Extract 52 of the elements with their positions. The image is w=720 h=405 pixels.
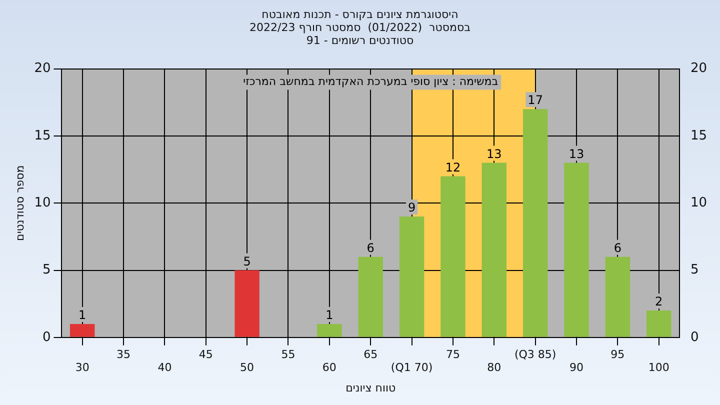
y-tick-label: 15: [34, 128, 51, 144]
x-tick-label: 50: [240, 361, 254, 374]
bar: [482, 162, 506, 337]
bar: [399, 216, 424, 337]
data-label: 13: [568, 146, 584, 161]
chart-title: היסטוגרמת ציונים בקורס - תכנות מאובטח: [260, 8, 460, 21]
y2-tick-label: 0: [690, 330, 699, 345]
y2-tick-label: 5: [690, 262, 699, 278]
data-label: 5: [243, 254, 251, 268]
y2-tick-label: 20: [690, 61, 708, 76]
data-label: 12: [445, 160, 461, 174]
x-tick-label: (Q3 85): [514, 348, 556, 361]
data-label: 6: [366, 240, 374, 255]
x-tick-label: 75: [446, 348, 460, 361]
bar: [317, 324, 342, 337]
bar: [564, 162, 589, 337]
x-tick-label: 30: [75, 361, 90, 374]
data-label: 1: [326, 308, 334, 322]
x-tick-label: 100: [648, 361, 670, 374]
y-axis-title: מספר סטודנטים: [13, 165, 26, 241]
bar: [646, 310, 672, 337]
data-label: 17: [528, 93, 543, 108]
x-tick-label: 55: [281, 348, 296, 361]
y2-tick-label: 10: [690, 195, 708, 210]
x-axis-title: טווח ציונים: [346, 381, 396, 394]
data-label: 1: [78, 308, 86, 322]
y2-tick-label: 15: [690, 128, 708, 144]
data-label: 13: [486, 146, 502, 161]
x-tick-label: (Q1 70): [390, 361, 433, 374]
annotation: במשימה : ציון סופי במערכת האקדמית במחשב המרכזי: [243, 75, 498, 88]
bar: [70, 324, 95, 337]
bar: [440, 176, 466, 337]
x-tick-label: 80: [487, 361, 502, 374]
bar: [358, 256, 383, 337]
x-tick-label: 65: [364, 348, 378, 361]
bar: [234, 270, 260, 337]
chart-subtitle: בסמסטר (01/2022) סמסטר חורף 2022/23 סטודנטים רשומים - 91: [248, 21, 472, 47]
x-tick-label: 90: [570, 361, 584, 374]
bar: [605, 256, 630, 337]
x-tick-label: 45: [198, 348, 213, 361]
data-label: 6: [614, 240, 622, 255]
y-tick-label: 10: [34, 195, 51, 210]
x-tick-label: 60: [322, 361, 336, 374]
data-label: 9: [408, 200, 416, 215]
x-tick-label: 35: [116, 348, 131, 361]
y-tick-label: 20: [34, 61, 51, 76]
x-tick-label: 95: [610, 348, 625, 361]
bar: [522, 109, 548, 337]
y-tick-label: 5: [42, 262, 51, 278]
data-label: 2: [655, 294, 663, 309]
y-tick-label: 0: [42, 330, 51, 345]
x-tick-label: 40: [158, 361, 172, 374]
